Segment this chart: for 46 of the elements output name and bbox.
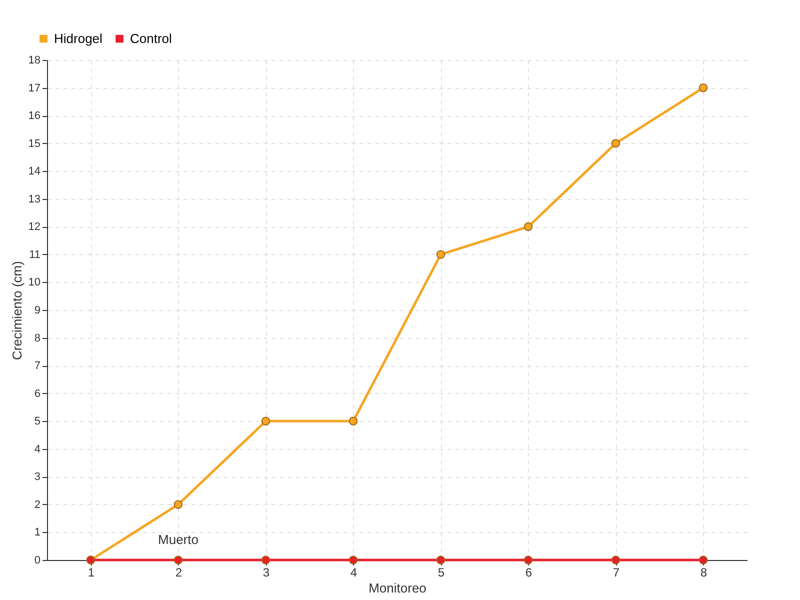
y-tick-label: 3	[34, 471, 40, 484]
y-tick-label: 15	[28, 138, 40, 150]
y-tick-label: 4	[34, 443, 40, 456]
point	[436, 250, 446, 259]
x-tick-label: 2	[175, 566, 182, 580]
y-tick-label: 6	[34, 388, 40, 400]
x-tick-label: 4	[350, 566, 358, 580]
point	[698, 83, 708, 92]
y-tick-label: 7	[34, 360, 40, 372]
point	[261, 556, 270, 564]
legend-label: Control	[130, 30, 172, 46]
y-tick-label: 10	[28, 276, 40, 289]
point	[698, 556, 708, 564]
annotation: Muerto	[158, 532, 198, 547]
point	[174, 500, 183, 509]
point	[611, 556, 620, 564]
y-tick-label: 16	[28, 110, 40, 122]
legend-label: Hidrogel	[54, 30, 103, 46]
point	[524, 222, 533, 232]
x-tick-label: 6	[525, 566, 532, 580]
x-tick-label: 5	[438, 566, 445, 580]
x-tick-label: 1	[88, 566, 95, 580]
x-tick-label: 8	[700, 566, 708, 580]
y-tick-label: 9	[34, 304, 40, 316]
y-tick-label: 14	[28, 166, 40, 178]
point	[524, 556, 533, 564]
x-axis-title: Monitoreo	[368, 580, 426, 596]
y-tick-label: 5	[34, 416, 40, 428]
y-tick-label: 18	[28, 54, 40, 66]
y-axis-title: Crecimiento (cm)	[9, 261, 24, 360]
y-tick-label: 1	[34, 526, 40, 539]
point	[611, 138, 620, 148]
point	[348, 556, 358, 564]
x-tick-label: 3	[262, 566, 270, 580]
point	[436, 556, 446, 564]
point	[348, 416, 358, 426]
y-tick-label: 2	[34, 498, 40, 511]
y-tick-label: 0	[34, 554, 40, 566]
y-tick-label: 17	[28, 82, 40, 94]
y-tick-label: 13	[28, 193, 40, 206]
y-tick-label: 12	[28, 221, 40, 234]
y-tick-label: 11	[29, 248, 40, 261]
point	[174, 556, 183, 564]
x-tick-label: 7	[612, 566, 620, 580]
y-tick-label: 8	[34, 332, 40, 344]
point	[261, 416, 270, 426]
